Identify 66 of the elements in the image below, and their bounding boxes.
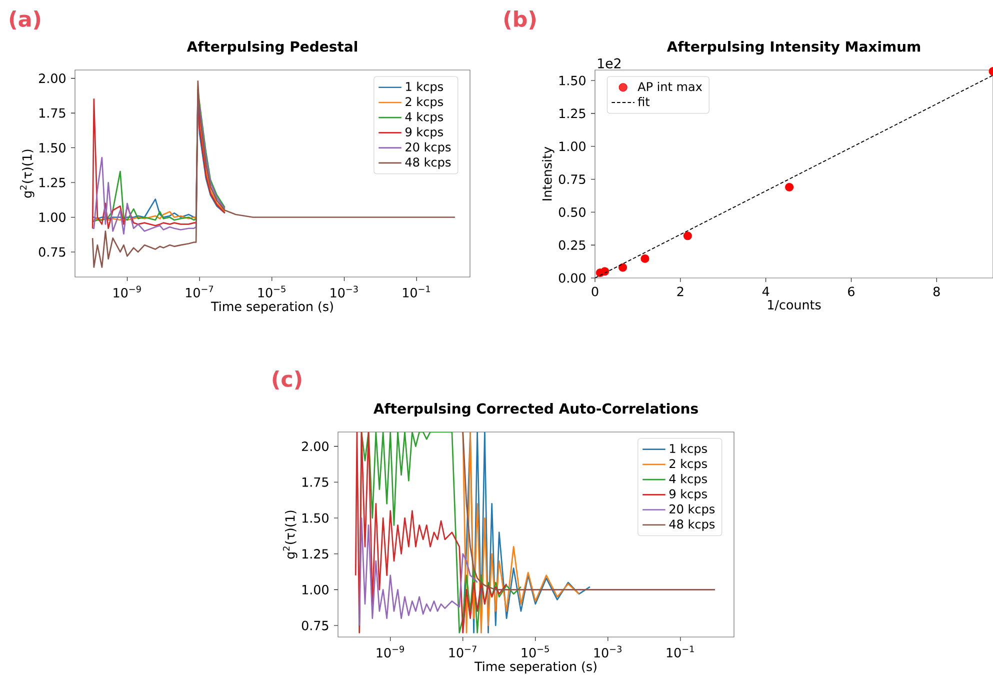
legend-label: 9 kcps (405, 127, 443, 139)
y-tick-label: 1.75 (39, 108, 66, 118)
x-tick-label: 0 (592, 286, 598, 296)
chart-title: Afterpulsing Corrected Auto-Correlations (373, 402, 698, 417)
x-axis-title: Time seperation (s) (210, 301, 333, 314)
y-tick-label: 2.00 (302, 442, 328, 452)
legend-label: AP int max (638, 82, 702, 92)
legend-label: 48 kcps (405, 157, 451, 169)
x-tick-label: 10$^{−1}$ (666, 646, 694, 658)
legend-label: 48 kcps (669, 519, 715, 531)
x-axis-title: 1/counts (768, 300, 821, 311)
x-tick-label: 2 (677, 286, 684, 296)
legend-label: 2 kcps (670, 458, 707, 470)
x-tick-label: 10$^{−3}$ (330, 286, 358, 298)
text: 1e2 (598, 58, 620, 68)
x-tick-label: 10$^{−1}$ (403, 286, 430, 298)
point (600, 267, 610, 276)
y-tick-label: 0.75 (38, 247, 66, 257)
chart-title: Afterpulsing Intensity Maximum (666, 40, 920, 55)
y-axis-title: g$^{2}$(τ)(1) (20, 150, 34, 198)
legend-label: 4 kcps (669, 474, 707, 486)
legend-label: fit (638, 96, 650, 106)
legend-label: 20 kcps (406, 142, 451, 154)
x-tick-label: 10$^{−5}$ (522, 646, 549, 658)
point (618, 263, 628, 272)
y-tick-label: 0.50 (558, 207, 586, 217)
chart-title: Afterpulsing Pedestal (186, 40, 357, 55)
text: (c) (272, 370, 302, 390)
legend-label: 20 kcps (670, 504, 715, 516)
y-tick-label: 1.50 (302, 513, 328, 523)
y-tick-label: 1.75 (302, 477, 328, 487)
x-tick-label: 10$^{−9}$ (114, 286, 141, 298)
y-tick-label: 1.00 (39, 212, 66, 222)
y-tick-label: 2.00 (39, 74, 66, 84)
y-tick-label: 0.00 (558, 273, 586, 283)
point (640, 254, 650, 263)
text: (b) (504, 10, 536, 30)
x-tick-label: 4 (762, 286, 770, 296)
legend-label: 2 kcps (406, 96, 443, 109)
legend-label: 9 kcps (669, 489, 707, 501)
x-tick-label: 8 (933, 286, 940, 296)
point (683, 232, 692, 240)
x-tick-label: 10$^{−7}$ (449, 646, 476, 658)
y-tick-label: 1.00 (559, 142, 586, 152)
y-tick-label: 1.50 (39, 142, 66, 153)
y-tick-label: 1.50 (559, 76, 586, 86)
legend-label: 1 kcps (406, 82, 443, 94)
x-axis-title: Time seperation (s) (474, 661, 596, 674)
x-tick-label: 10$^{−9}$ (376, 646, 404, 658)
legend-label: 1 kcps (670, 444, 707, 456)
y-tick-label: 0.75 (302, 620, 328, 630)
x-tick-label: 10$^{−7}$ (186, 286, 214, 298)
y-tick-label: 1.25 (302, 549, 328, 559)
y-axis-title: Intensity (542, 146, 554, 200)
y-tick-label: 1.25 (39, 178, 66, 188)
y-tick-label: 0.75 (558, 174, 586, 184)
x-tick-label: 10$^{−3}$ (594, 646, 622, 658)
y-tick-label: 1.25 (559, 108, 586, 118)
y-tick-label: 0.25 (558, 240, 586, 250)
y-tick-label: 1.00 (302, 584, 328, 594)
legend-label: 4 kcps (405, 112, 443, 124)
y-axis-title: g$^{2}$(τ)(1) (282, 510, 298, 559)
x-tick-label: 6 (848, 286, 854, 296)
point (785, 182, 794, 192)
text: (a) (10, 10, 40, 30)
x-tick-label: 10$^{−5}$ (258, 286, 286, 298)
